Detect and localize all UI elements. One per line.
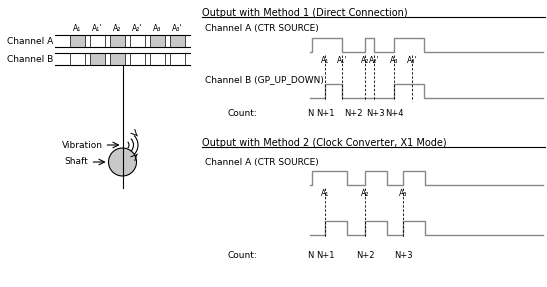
Bar bbox=[130, 53, 145, 65]
Text: A₂': A₂' bbox=[369, 56, 379, 65]
Text: Count:: Count: bbox=[227, 251, 257, 259]
Text: A₂: A₂ bbox=[361, 189, 369, 198]
Text: A₂: A₂ bbox=[113, 24, 121, 33]
Text: Shaft: Shaft bbox=[65, 158, 89, 166]
Text: N+3: N+3 bbox=[366, 110, 385, 119]
Text: Output with Method 1 (Direct Connection): Output with Method 1 (Direct Connection) bbox=[202, 8, 408, 18]
Bar bbox=[90, 53, 105, 65]
Text: A₁: A₁ bbox=[321, 56, 329, 65]
Text: A₃: A₃ bbox=[399, 189, 407, 198]
Text: Channel A (CTR SOURCE): Channel A (CTR SOURCE) bbox=[205, 24, 319, 32]
Bar bbox=[70, 53, 85, 65]
Bar bbox=[170, 35, 185, 47]
Bar bbox=[150, 53, 165, 65]
Text: N+1: N+1 bbox=[316, 251, 334, 259]
Bar bbox=[110, 35, 125, 47]
Text: N+2: N+2 bbox=[344, 110, 363, 119]
Text: A₃: A₃ bbox=[390, 56, 398, 65]
Text: Count:: Count: bbox=[227, 110, 257, 119]
Text: A₁': A₁' bbox=[92, 24, 103, 33]
Text: N: N bbox=[307, 110, 313, 119]
Text: Channel A: Channel A bbox=[7, 36, 53, 46]
Text: A₃': A₃' bbox=[172, 24, 183, 33]
Bar bbox=[170, 53, 185, 65]
Text: A₃': A₃' bbox=[407, 56, 417, 65]
Text: Vibration: Vibration bbox=[61, 141, 102, 150]
Bar bbox=[130, 35, 145, 47]
Text: A₁': A₁' bbox=[337, 56, 347, 65]
Text: A₃: A₃ bbox=[153, 24, 162, 33]
Bar bbox=[90, 35, 105, 47]
Circle shape bbox=[108, 148, 137, 176]
Text: Channel A (CTR SOURCE): Channel A (CTR SOURCE) bbox=[205, 158, 319, 166]
Bar bbox=[110, 53, 125, 65]
Text: N: N bbox=[307, 251, 313, 259]
Text: A₁: A₁ bbox=[321, 189, 329, 198]
Text: N+3: N+3 bbox=[394, 251, 412, 259]
Text: Channel B: Channel B bbox=[7, 55, 53, 63]
Text: Output with Method 2 (Clock Converter, X1 Mode): Output with Method 2 (Clock Converter, X… bbox=[202, 138, 446, 148]
Text: A₂: A₂ bbox=[361, 56, 369, 65]
Text: A₂': A₂' bbox=[132, 24, 143, 33]
Text: A₁: A₁ bbox=[73, 24, 82, 33]
Text: Channel B (GP_UP_DOWN): Channel B (GP_UP_DOWN) bbox=[205, 75, 324, 84]
Text: N+1: N+1 bbox=[316, 110, 334, 119]
Bar bbox=[150, 35, 165, 47]
Text: N+2: N+2 bbox=[356, 251, 374, 259]
Text: N+4: N+4 bbox=[385, 110, 403, 119]
Bar bbox=[70, 35, 85, 47]
